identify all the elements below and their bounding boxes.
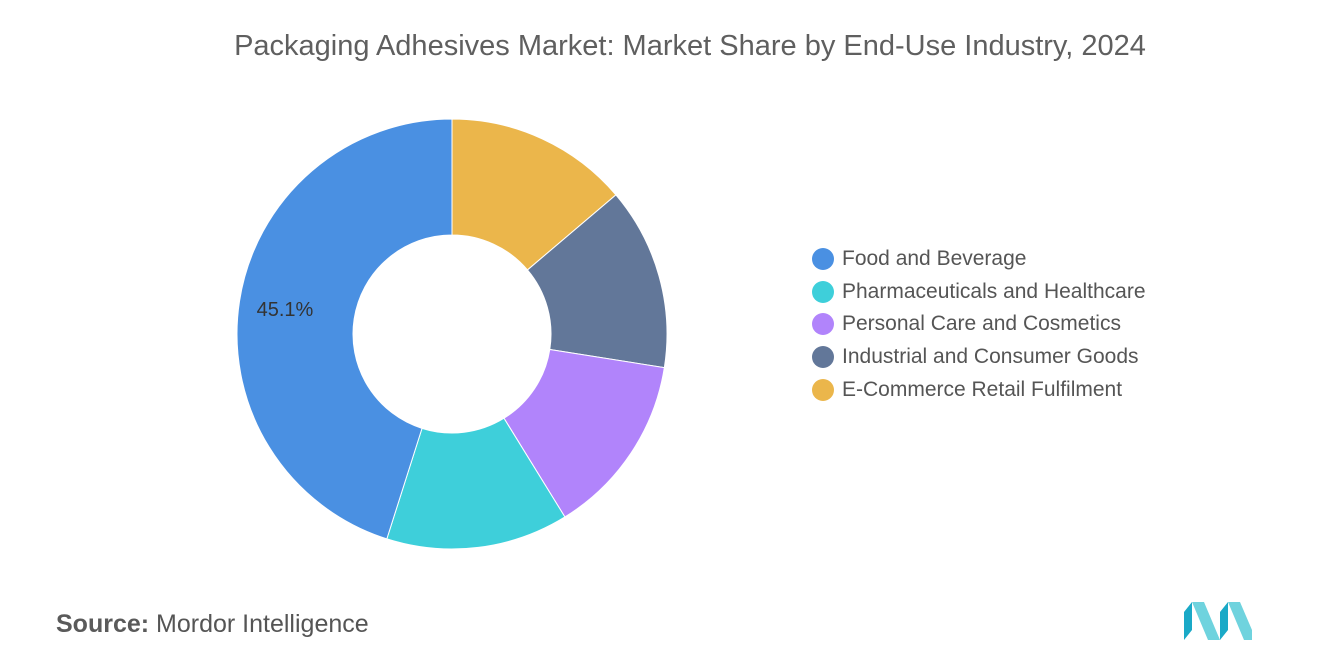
slice-e-commerce-retail-fulfilment: [451, 118, 617, 271]
slice-personal-care-and-cosmetics: [503, 348, 665, 518]
legend-swatch-e-commerce-retail-fulfilment: [812, 378, 834, 401]
legend-swatch-pharmaceuticals-and-healthcare: [812, 280, 834, 303]
data-label-food-and-beverage: 45.1%: [257, 299, 314, 321]
legend-item-e-commerce-retail-fulfilment: E-Commerce Retail Fulfilment: [812, 373, 1292, 406]
legend-label-food-and-beverage: Food and Beverage: [842, 247, 1027, 271]
legend-swatch-industrial-and-consumer-goods: [812, 346, 834, 369]
mordor-intelligence-logo-icon: [1184, 602, 1252, 640]
source-label: Source:: [56, 610, 150, 638]
legend-swatch-personal-care-and-cosmetics: [812, 313, 834, 336]
chart-title-area: Packaging Adhesives Market: Market Share…: [0, 0, 1320, 80]
legend-item-pharmaceuticals-and-healthcare: Pharmaceuticals and Healthcare: [812, 276, 1292, 309]
legend-label-pharmaceuticals-and-healthcare: Pharmaceuticals and Healthcare: [842, 279, 1146, 303]
legend-label-industrial-and-consumer-goods: Industrial and Consumer Goods: [842, 345, 1139, 369]
chart-legend: Food and Beverage Pharmaceuticals and Hea…: [812, 243, 1292, 406]
legend-item-personal-care-and-cosmetics: Personal Care and Cosmetics: [812, 308, 1292, 341]
chart-title: Packaging Adhesives Market: Market Share…: [234, 30, 1146, 62]
slice-food-and-beverage: [236, 118, 453, 540]
legend-label-e-commerce-retail-fulfilment: E-Commerce Retail Fulfilment: [842, 377, 1123, 401]
legend-item-food-and-beverage: Food and Beverage: [812, 243, 1292, 276]
legend-label-personal-care-and-cosmetics: Personal Care and Cosmetics: [842, 312, 1121, 336]
legend-swatch-food-and-beverage: [812, 248, 834, 271]
donut-data-labels: 45.1%: [257, 299, 314, 321]
legend-item-industrial-and-consumer-goods: Industrial and Consumer Goods: [812, 341, 1292, 374]
source-note: Source: Mordor Intelligence: [56, 610, 369, 639]
source-value: Mordor Intelligence: [156, 610, 369, 638]
donut-slices: [236, 118, 668, 550]
slice-industrial-and-consumer-goods: [526, 194, 668, 369]
slice-pharmaceuticals-and-healthcare: [386, 417, 566, 550]
